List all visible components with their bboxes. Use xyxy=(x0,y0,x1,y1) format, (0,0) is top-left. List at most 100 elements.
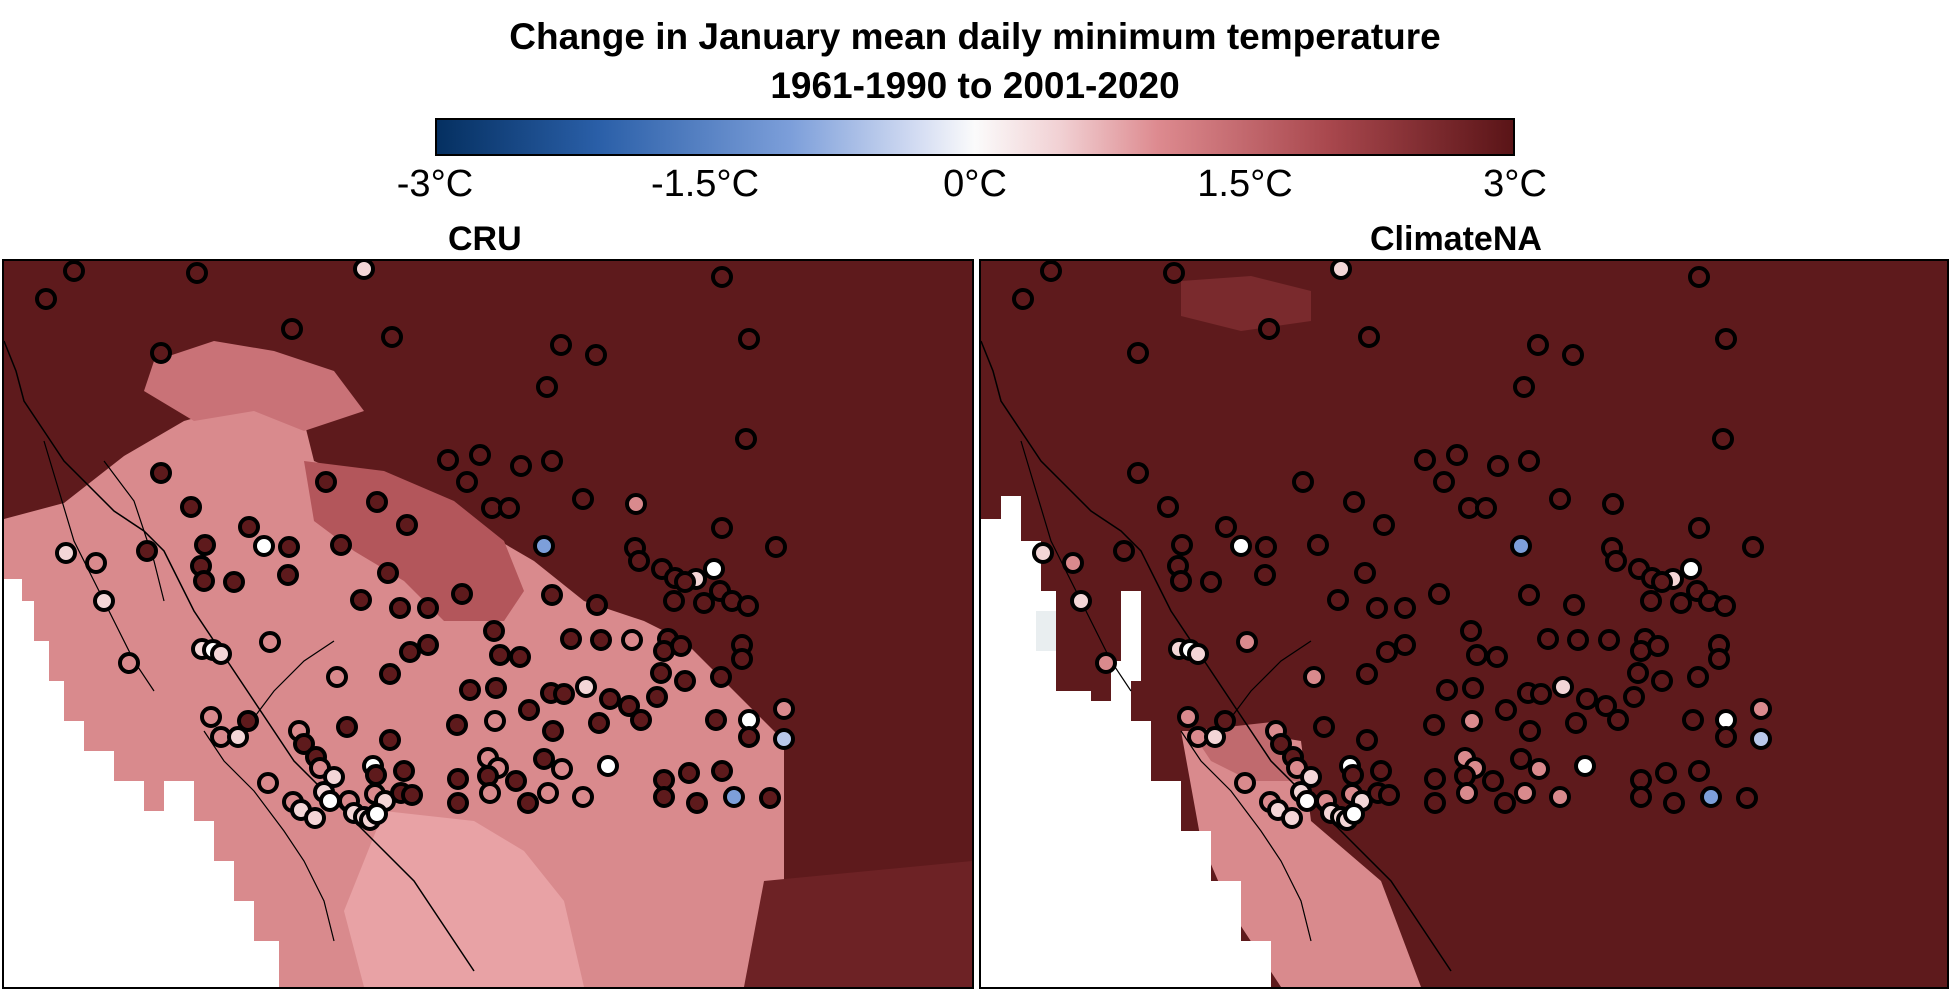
weather-station-marker xyxy=(572,488,594,510)
colorbar-tick-label: 3°C xyxy=(1483,163,1547,205)
weather-station-marker xyxy=(653,786,675,808)
weather-station-marker xyxy=(509,646,531,668)
weather-station-marker xyxy=(1300,766,1322,788)
weather-station-marker xyxy=(1700,786,1722,808)
weather-station-marker xyxy=(379,729,401,751)
weather-station-marker xyxy=(366,491,388,513)
weather-station-marker xyxy=(1513,376,1535,398)
weather-station-marker xyxy=(1255,536,1277,558)
weather-station-marker xyxy=(618,695,640,717)
weather-station-marker xyxy=(1605,550,1627,572)
weather-station-marker xyxy=(1366,597,1388,619)
weather-station-marker xyxy=(1204,726,1226,748)
weather-station-marker xyxy=(575,676,597,698)
chart-title: Change in January mean daily minimum tem… xyxy=(509,16,1441,57)
weather-station-marker xyxy=(1549,488,1571,510)
weather-station-marker xyxy=(710,666,732,688)
weather-station-marker xyxy=(1602,493,1624,515)
weather-station-marker xyxy=(505,770,527,792)
weather-station-marker xyxy=(1708,648,1730,670)
weather-station-marker xyxy=(625,493,647,515)
weather-station-marker xyxy=(1574,755,1596,777)
weather-station-marker xyxy=(1688,517,1710,539)
weather-station-marker xyxy=(485,677,507,699)
colorbar-tick-label: 1.5°C xyxy=(1197,163,1293,205)
weather-station-marker xyxy=(1414,449,1436,471)
weather-station-marker xyxy=(773,698,795,720)
weather-station-marker xyxy=(1688,760,1710,782)
weather-station-marker xyxy=(1433,471,1455,493)
weather-station-marker xyxy=(193,570,215,592)
weather-station-marker xyxy=(451,583,473,605)
weather-station-marker xyxy=(1565,712,1587,734)
weather-station-marker xyxy=(1750,698,1772,720)
weather-station-marker xyxy=(723,786,745,808)
weather-station-marker xyxy=(588,712,610,734)
weather-station-marker xyxy=(1446,444,1468,466)
weather-station-marker xyxy=(1460,620,1482,642)
weather-station-marker xyxy=(560,628,582,650)
weather-station-marker xyxy=(1576,688,1598,710)
colorbar xyxy=(435,118,1515,156)
weather-station-marker xyxy=(1373,514,1395,536)
weather-station-marker xyxy=(1215,516,1237,538)
map-panel-climatena xyxy=(979,259,1949,989)
weather-station-marker xyxy=(1343,803,1365,825)
weather-station-marker xyxy=(621,629,643,651)
weather-station-marker xyxy=(1270,733,1292,755)
weather-station-marker xyxy=(703,558,725,580)
colorbar-tick-label: -1.5°C xyxy=(650,163,760,205)
ocean-area xyxy=(4,579,279,987)
weather-station-marker xyxy=(518,699,540,721)
coastline xyxy=(243,640,335,732)
weather-station-marker xyxy=(1518,584,1540,606)
weather-station-marker xyxy=(1012,288,1034,310)
moderate-warming-region xyxy=(1181,276,1311,331)
weather-station-marker xyxy=(1394,597,1416,619)
weather-station-marker xyxy=(1651,670,1673,692)
weather-station-marker xyxy=(63,261,85,282)
colorbar-tick-label: -3°C xyxy=(396,163,474,205)
weather-station-marker xyxy=(446,714,468,736)
weather-station-marker xyxy=(737,595,759,617)
weather-station-marker xyxy=(1127,342,1149,364)
weather-station-marker xyxy=(1537,628,1559,650)
weather-station-marker xyxy=(572,786,594,808)
weather-station-marker xyxy=(1258,318,1280,340)
weather-station-marker xyxy=(1466,644,1488,666)
weather-station-marker xyxy=(705,709,727,731)
weather-station-marker xyxy=(1486,646,1508,668)
weather-station-marker xyxy=(447,768,469,790)
weather-station-marker xyxy=(553,683,575,705)
weather-station-marker xyxy=(1475,497,1497,519)
weather-station-marker xyxy=(484,710,506,732)
weather-station-marker xyxy=(498,497,520,519)
weather-station-marker xyxy=(326,666,348,688)
map-panel-cru xyxy=(2,259,974,989)
weather-station-marker xyxy=(35,288,57,310)
weather-station-marker xyxy=(1494,792,1516,814)
weather-station-marker xyxy=(1552,676,1574,698)
weather-station-marker xyxy=(735,428,757,450)
weather-station-marker xyxy=(1032,542,1054,564)
weather-station-marker xyxy=(731,648,753,670)
weather-station-marker xyxy=(674,670,696,692)
weather-station-marker xyxy=(1127,462,1149,484)
weather-station-marker xyxy=(1715,328,1737,350)
weather-station-marker xyxy=(396,514,418,536)
weather-station-marker xyxy=(456,471,478,493)
weather-station-marker xyxy=(238,516,260,538)
weather-station-marker xyxy=(1370,760,1392,782)
weather-station-marker xyxy=(1742,536,1764,558)
weather-station-marker xyxy=(150,462,172,484)
weather-station-marker xyxy=(85,552,107,574)
moderate-warming-region xyxy=(344,811,584,987)
weather-station-marker xyxy=(304,807,326,829)
panel-title-climatena: ClimateNA xyxy=(1370,220,1542,258)
weather-station-marker xyxy=(1424,768,1446,790)
weather-station-marker xyxy=(1640,590,1662,612)
weather-station-marker xyxy=(1607,709,1629,731)
weather-station-marker xyxy=(1423,714,1445,736)
weather-station-marker xyxy=(674,571,696,593)
weather-station-marker xyxy=(389,597,411,619)
